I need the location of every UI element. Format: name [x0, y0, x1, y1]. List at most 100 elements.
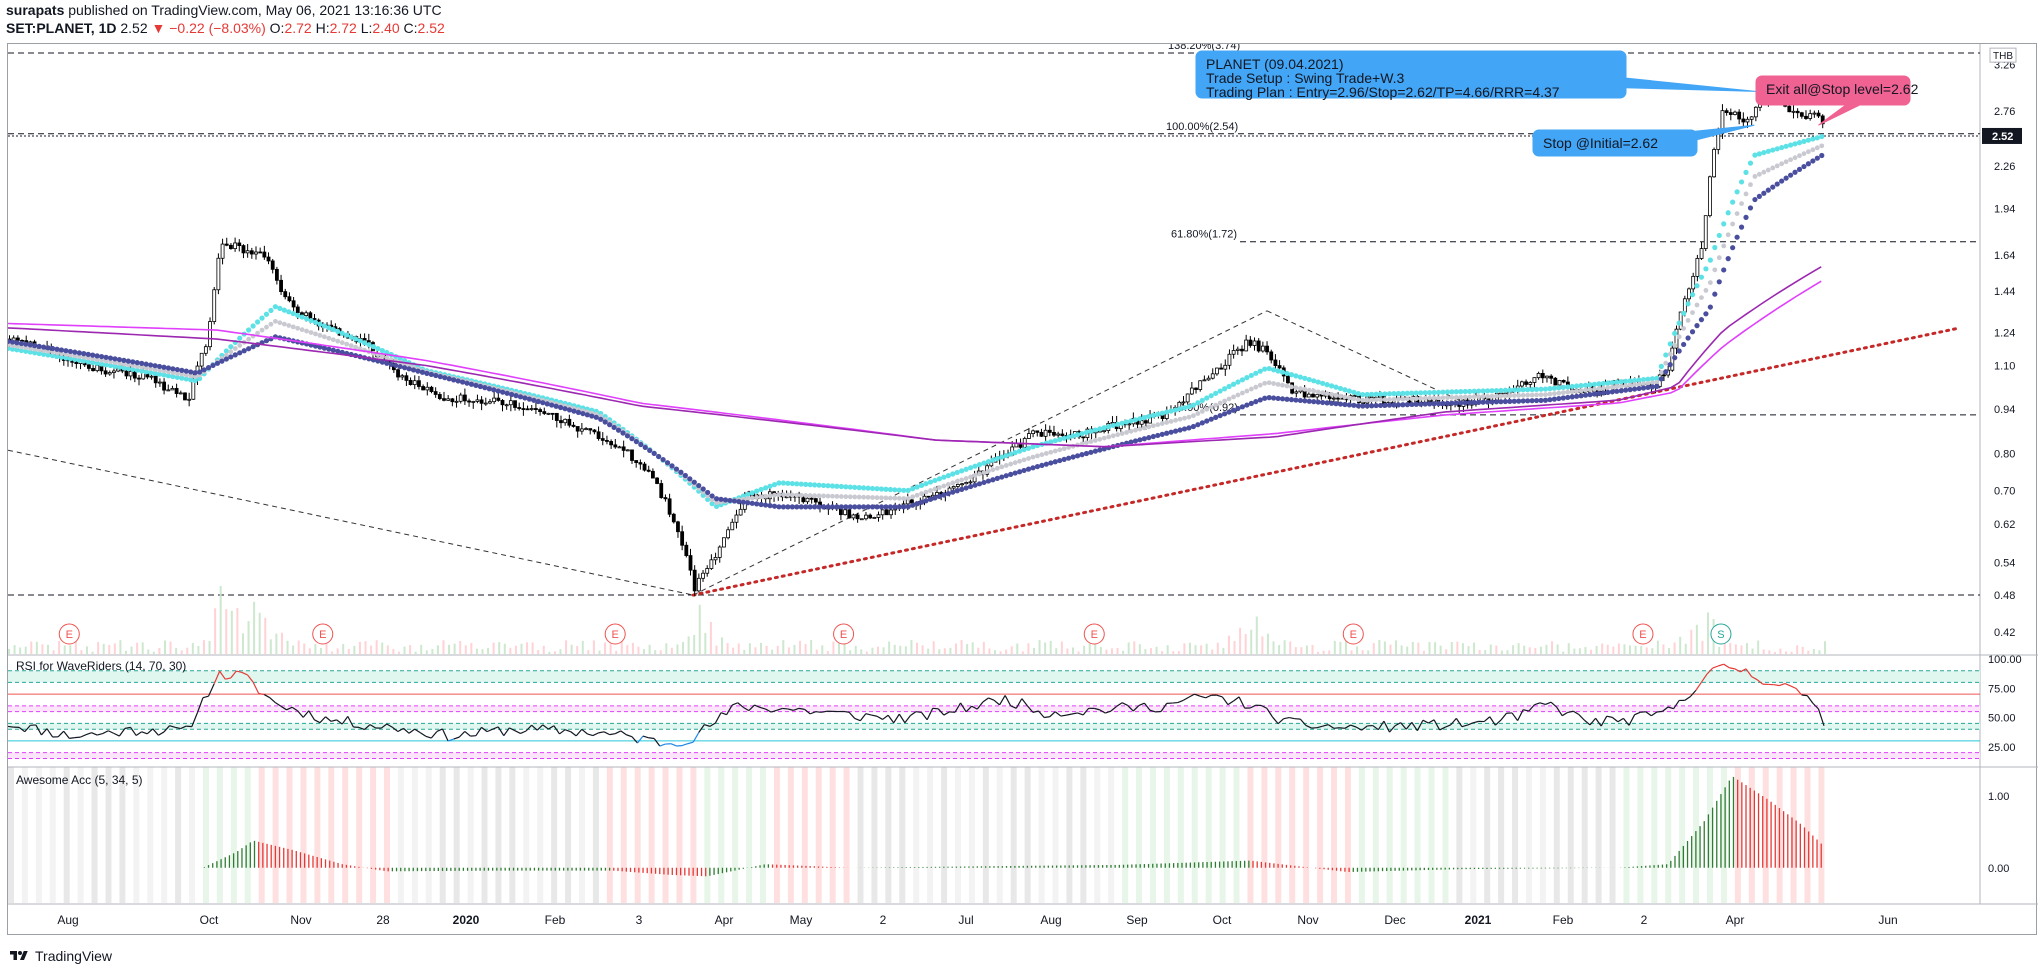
rsi-line-segment — [1589, 717, 1597, 726]
rsi-line-segment — [1634, 711, 1641, 716]
rsi-line-segment — [575, 728, 583, 737]
candle — [726, 526, 731, 540]
rsi-line-segment — [1183, 696, 1190, 701]
volume-bars — [8, 585, 1826, 654]
candle — [634, 460, 639, 468]
candle — [233, 237, 238, 252]
candle — [542, 407, 547, 416]
candle — [859, 518, 864, 521]
rsi-line-segment — [1416, 719, 1424, 731]
rsi-line-segment — [247, 674, 254, 683]
candle — [550, 412, 555, 420]
rsi-line-segment — [1595, 717, 1602, 727]
rsi-line-segment — [425, 735, 432, 739]
rsi-line-segment — [236, 670, 243, 674]
candle — [847, 507, 852, 519]
chart-canvas[interactable]: 138.20%(3.74) 100.00%(2.54) 61.80%(1.72) 0.… — [8, 44, 2038, 936]
rsi-line-segment — [1377, 720, 1385, 731]
chart-frame[interactable]: 138.20%(3.74) 100.00%(2.54) 61.80%(1.72) 0.… — [7, 43, 2038, 936]
candle — [1202, 375, 1207, 382]
rsi-line-segment — [815, 711, 822, 713]
acc-tick-label: 1.00 — [1988, 791, 2009, 803]
rsi-line-segment — [280, 705, 287, 711]
rsi-line-segment — [754, 704, 761, 708]
candle — [1557, 379, 1562, 386]
rsi-line-segment — [564, 729, 571, 733]
candle — [1737, 109, 1742, 125]
rsi-line-segment — [475, 727, 482, 737]
rsi-line-segment — [854, 717, 861, 722]
rsi-line-segment — [1617, 717, 1624, 723]
candle — [1699, 241, 1704, 260]
rsi-band-upper — [8, 705, 1980, 712]
rsi-line-segment — [714, 712, 722, 724]
candle — [680, 525, 685, 551]
candle — [546, 412, 551, 415]
candle — [1536, 371, 1541, 380]
rsi-line-segment — [642, 735, 649, 739]
rsi-band-lower — [8, 723, 1980, 730]
rsi-line-segment — [241, 671, 248, 676]
rsi-line-segment — [1539, 702, 1546, 706]
candle — [571, 421, 576, 428]
candle — [705, 565, 710, 577]
candle — [625, 449, 630, 452]
candle — [1189, 382, 1194, 396]
rsi-line-segment — [770, 709, 777, 713]
candle — [738, 502, 743, 516]
candle — [1691, 272, 1696, 293]
rsi-line-segment — [202, 695, 209, 699]
candle — [563, 418, 568, 426]
candle — [554, 412, 559, 428]
candle — [425, 382, 430, 396]
time-tick-label: Nov — [1297, 913, 1318, 927]
candle — [433, 387, 438, 398]
author-name[interactable]: surapats — [6, 2, 65, 18]
callout-text: PLANET (09.04.2021) — [1206, 56, 1344, 72]
rsi-line-segment — [614, 730, 622, 735]
rsi-line-segment — [971, 705, 978, 710]
rsi-line-segment — [69, 737, 75, 739]
price-tick-label: 3.26 — [1994, 60, 2015, 72]
candle — [684, 541, 689, 558]
close-value: 2.52 — [417, 20, 445, 36]
rsi-line-segment — [403, 727, 410, 734]
candle — [1027, 427, 1031, 439]
rsi-line-segment — [1216, 694, 1223, 698]
rsi-line-segment — [1316, 725, 1323, 729]
currency-badge — [1989, 47, 2017, 63]
rsi-line-segment — [174, 726, 181, 730]
price-tick-label: 0.54 — [1994, 557, 2015, 569]
candle — [1244, 334, 1249, 352]
rsi-line-segment — [1394, 722, 1401, 727]
rsi-line-segment — [1734, 668, 1741, 673]
rsi-line-segment — [1277, 718, 1285, 725]
rsi-line-segment — [1556, 706, 1563, 716]
rsi-line-segment — [943, 711, 950, 716]
candle — [279, 274, 283, 295]
rsi-line-segment — [1545, 701, 1552, 706]
rsi-line-segment — [1021, 698, 1028, 707]
callout-text: Exit all@Stop level=2.62 — [1766, 81, 1919, 97]
last-price-tag — [1982, 127, 2022, 144]
rsi-line-segment — [609, 733, 616, 736]
time-tick-label: 2 — [880, 913, 887, 927]
candle — [417, 376, 421, 390]
rsi-line-segment — [1127, 704, 1134, 712]
rsi-line-segment — [8, 725, 14, 728]
split-icon — [1710, 623, 1732, 645]
time-tick-label: May — [790, 913, 813, 927]
rsi-line-segment — [1578, 714, 1585, 721]
rsi-line-segment — [848, 711, 856, 719]
callout-plan: PLANET (09.04.2021)Trade Setup : Swing T… — [1195, 50, 1756, 100]
price-tick-label: 1.24 — [1994, 327, 2015, 339]
rsi-line-segment — [520, 730, 527, 734]
candle — [479, 396, 484, 411]
footer-brand[interactable]: TradingView — [35, 948, 113, 964]
candle — [1816, 110, 1821, 118]
rsi-line-segment — [731, 702, 738, 706]
candle — [650, 468, 655, 479]
rsi-line-segment — [726, 704, 733, 715]
rsi-line-segment — [659, 743, 666, 747]
candle — [517, 402, 522, 411]
